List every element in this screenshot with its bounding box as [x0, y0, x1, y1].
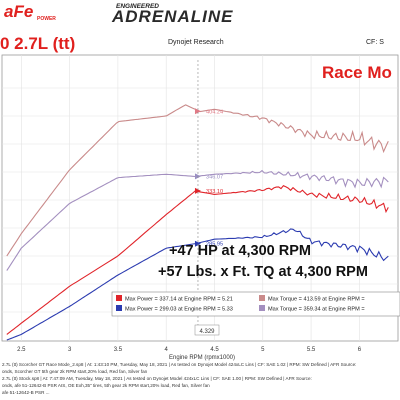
chart-title: 0 2.7L (tt) — [0, 34, 76, 53]
legend-swatch-race-torque — [259, 295, 265, 301]
race-mode-label: Race Mo — [322, 63, 392, 82]
engineered-label: ENGINEERED — [116, 3, 159, 10]
legend-swatch-stock-power — [116, 305, 122, 311]
annotation-label: 346.07 — [206, 174, 223, 180]
run-info-line: 2.7L (tt) Scorcher GT Race Mode_2.sp8 | … — [2, 362, 357, 367]
x-tick-label: 6 — [358, 347, 362, 353]
legend-swatch-stock-torque — [259, 305, 265, 311]
legend-stock-power: Max Power = 299.03 at Engine RPM = 5.33 — [125, 307, 233, 313]
dynojet-label: Dynojet Research — [168, 39, 224, 46]
annotation-label: 333.10 — [206, 189, 223, 195]
x-tick-label: 3 — [68, 347, 72, 353]
run-info-footer: 2.7L (tt) Scorcher GT Race Mode_2.sp8 | … — [0, 362, 400, 400]
tq-gain-text: +57 Lbs. x Ft. TQ at 4,300 RPM — [158, 264, 368, 280]
legend-race-torque: Max Torque = 413.59 at Engine RPM = — [268, 297, 365, 303]
x-tick-label: 5.5 — [307, 347, 316, 353]
adrenaline-logo: ADRENALINE — [111, 7, 233, 24]
annotation-marker — [194, 108, 201, 115]
run-info-line: onds, Scorcher GT 5th gear 2k RPM start,… — [2, 369, 148, 374]
x-axis-label: Engine RPM (rpmx1000) — [169, 355, 235, 361]
x-tick-label: 2.5 — [17, 347, 26, 353]
rpm-marker-box — [194, 324, 220, 336]
x-tick-label: 4.5 — [210, 347, 219, 353]
legend-swatch-race-power — [116, 295, 122, 301]
cf-label: CF: S — [366, 39, 384, 46]
x-tick-label: 4 — [165, 347, 169, 353]
run-info-line: onds, afe 51-12642-B PSR AIS, OE Exh,35"… — [2, 383, 210, 388]
run-info-line: afe 51-12642-B PSR ... — [2, 390, 50, 395]
annotation-marker — [194, 240, 201, 247]
afe-logo: aFe — [4, 2, 33, 21]
rpm-marker-label: 4.329 — [199, 329, 215, 335]
annotation-label: 404.24 — [206, 109, 223, 115]
annotation-label: 285.95 — [206, 242, 223, 248]
afe-logo-sub: POWER — [37, 16, 56, 22]
legend-box — [111, 291, 400, 317]
x-tick-label: 3.5 — [114, 347, 123, 353]
annotation-marker — [194, 187, 201, 194]
run-info-line: 2.7L (tt) Stock.sp8 | At: 7:47:09 AM, Tu… — [2, 376, 312, 381]
x-axis-ticks: 2.5 3 3.5 4 4.5 5 5.5 6 — [17, 347, 362, 353]
hp-gain-text: +47 HP at 4,300 RPM — [169, 243, 311, 259]
x-tick-label: 5 — [261, 347, 265, 353]
legend-race-power: Max Power = 337.14 at Engine RPM = 5.21 — [125, 297, 233, 303]
legend-stock-torque: Max Torque = 359.34 at Engine RPM = — [268, 307, 365, 313]
brand-header: aFe POWER ENGINEERED ADRENALINE — [0, 0, 400, 24]
